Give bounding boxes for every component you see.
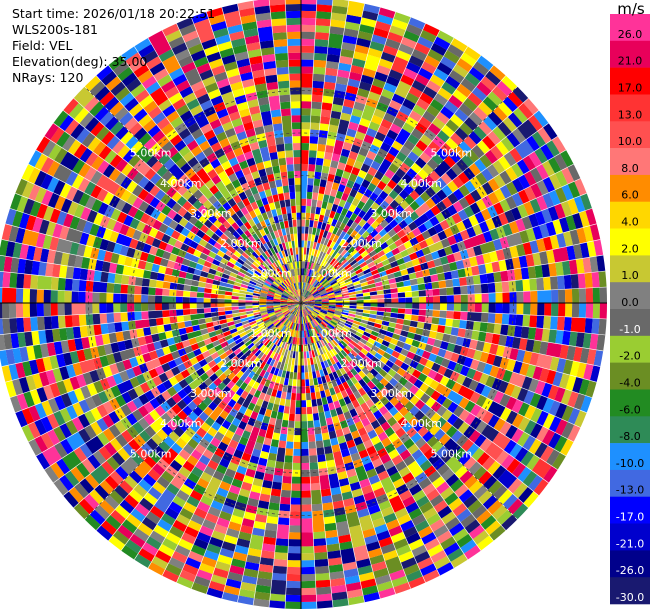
ring-label-5km: 5.00km	[130, 447, 172, 460]
colorbar-tick-label: -6.0	[619, 403, 640, 416]
colorbar-tick-label: -26.0	[616, 564, 644, 577]
colorbar-tick-label: 8.0	[621, 162, 639, 175]
range-ring-labels: 1.00km 1.00km 1.00km 1.00km 2.00km 2.00km 2.00…	[130, 147, 472, 461]
velocity-wedges	[0, 0, 608, 610]
colorbar-swatch	[610, 228, 650, 256]
colorbar-swatch	[610, 40, 650, 68]
ring-label-2km: 2.00km	[220, 237, 262, 250]
colorbar-swatch	[610, 577, 650, 605]
ring-label-3km: 3.00km	[370, 207, 412, 220]
velocity-bins	[22, 0, 593, 596]
colorbar-tick-label: -4.0	[619, 377, 640, 390]
ring-label-4km: 4.00km	[160, 417, 202, 430]
colorbar-tick-label: -21.0	[616, 537, 644, 550]
ring-label-5km: 5.00km	[130, 147, 172, 160]
ring-label-1km: 1.00km	[250, 267, 292, 280]
start-time-label: Start time:	[12, 6, 79, 21]
colorbar-swatch	[610, 14, 650, 42]
colorbar-tick-label: -17.0	[616, 511, 644, 524]
colorbar-swatch	[610, 309, 650, 337]
field-label: Field:	[12, 38, 46, 53]
field-value: VEL	[49, 38, 73, 53]
colorbar-swatch	[610, 416, 650, 444]
ring-label-5km: 5.00km	[431, 447, 473, 460]
ring-label-1km: 1.00km	[310, 327, 352, 340]
colorbar-swatch	[610, 443, 650, 471]
elevation-value: 35.00	[111, 54, 148, 69]
ring-label-2km: 2.00km	[340, 237, 382, 250]
nrays-line: NRays: 120	[12, 70, 83, 86]
colorbar-tick-label: -30.0	[616, 591, 644, 604]
velocity-bins	[16, 12, 601, 606]
ring-label-4km: 4.00km	[400, 177, 442, 190]
colorbar-tick-label: 13.0	[618, 108, 643, 121]
elevation-label: Elevation(deg):	[12, 54, 108, 69]
ring-label-1km: 1.00km	[250, 327, 292, 340]
ring-label-4km: 4.00km	[160, 177, 202, 190]
velocity-bins	[2, 0, 604, 602]
colorbar-swatch	[610, 148, 650, 176]
ring-label-2km: 2.00km	[220, 357, 262, 370]
ring-label-1km: 1.00km	[310, 267, 352, 280]
colorbar-tick-label: 10.0	[618, 135, 643, 148]
colorbar-tick-label: -8.0	[619, 430, 640, 443]
start-time-line: Start time: 2026/01/18 20:22:51	[12, 6, 215, 22]
elevation-line: Elevation(deg): 35.00	[12, 54, 147, 70]
colorbar-swatch	[610, 255, 650, 283]
colorbar-tick-label: 0.0	[621, 296, 639, 309]
colorbar-swatch	[610, 67, 650, 95]
colorbar-swatch	[610, 201, 650, 229]
colorbar-swatch	[610, 94, 650, 122]
ring-label-2km: 2.00km	[340, 357, 382, 370]
ring-label-3km: 3.00km	[190, 387, 232, 400]
range-ring-grid	[0, 0, 607, 609]
ring-label-3km: 3.00km	[370, 387, 412, 400]
colorbar-swatch	[610, 282, 650, 310]
colorbar-swatch	[610, 362, 650, 390]
colorbar-tick-label: 26.0	[618, 28, 643, 41]
nrays-label: NRays:	[12, 70, 56, 85]
velocity-bins	[5, 17, 597, 566]
colorbar-tick-label: 4.0	[621, 216, 639, 229]
colorbar-swatch	[610, 174, 650, 202]
colorbar-tick-label: 1.0	[621, 269, 639, 282]
colorbar-tick-label: -2.0	[619, 350, 640, 363]
nrays-value: 120	[59, 70, 84, 85]
colorbar-swatch	[610, 469, 650, 497]
colorbar-swatch	[610, 550, 650, 578]
colorbar-swatch	[610, 121, 650, 149]
colorbar-swatch	[610, 335, 650, 363]
colorbar-tick-label: -13.0	[616, 484, 644, 497]
colorbar-tick-label: 2.0	[621, 242, 639, 255]
colorbar-tick-label: 6.0	[621, 189, 639, 202]
colorbar-swatch	[610, 496, 650, 524]
instrument-name: WLS200s-181	[12, 22, 98, 37]
colorbar-swatch	[610, 389, 650, 417]
ring-label-5km: 5.00km	[431, 147, 473, 160]
field-line: Field: VEL	[12, 38, 73, 54]
start-time-value: 2026/01/18 20:22:51	[82, 6, 216, 21]
velocity-bins	[1, 23, 608, 595]
colorbar-tick-label: 21.0	[618, 55, 643, 68]
colorbar-swatch	[610, 523, 650, 551]
ring-label-4km: 4.00km	[400, 417, 442, 430]
ring-label-3km: 3.00km	[190, 207, 232, 220]
colorbar-unit: m/s	[617, 0, 645, 18]
colorbar-tick-label: -10.0	[616, 457, 644, 470]
colorbar-tick-label: 17.0	[618, 82, 643, 95]
colorbar-tick-label: -1.0	[619, 323, 640, 336]
colorbar: 26.0 21.0 17.0 13.0 10.0 8.0 6.0 4.0 2.0 1.0 0.0 -1…	[610, 14, 650, 605]
